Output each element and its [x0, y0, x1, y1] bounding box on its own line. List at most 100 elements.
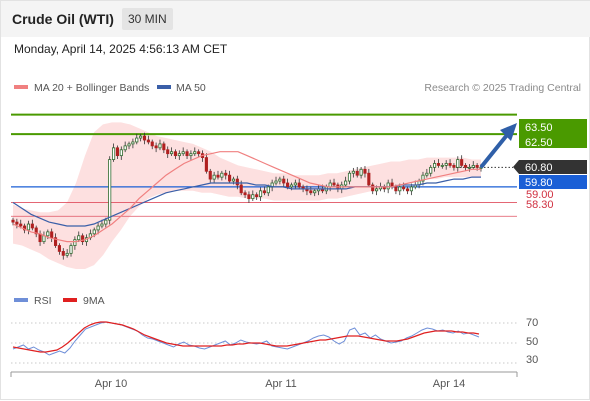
candle-body	[351, 170, 355, 174]
r2-label: 63.50	[525, 122, 553, 134]
candle-body	[34, 227, 38, 235]
candle-body	[367, 172, 371, 186]
ma20-line	[12, 151, 481, 243]
candle-body	[293, 182, 297, 186]
candle-body	[15, 221, 19, 225]
candle-body	[363, 168, 367, 174]
candle-body	[394, 186, 398, 192]
bollinger-band-area	[13, 122, 481, 270]
candle-body	[266, 186, 270, 194]
candle-body	[46, 231, 50, 237]
candle-body	[170, 151, 174, 155]
candle-body	[53, 237, 58, 246]
candle-body	[409, 186, 413, 192]
candle-body	[104, 219, 108, 225]
candle-body	[347, 172, 352, 182]
candle-body	[139, 135, 143, 139]
candle-body	[255, 194, 259, 198]
candle-body	[220, 172, 224, 178]
pivot-label-box	[519, 175, 587, 189]
candle-body	[154, 145, 158, 149]
candle-body	[436, 163, 441, 166]
credit-text: Research © 2025 Trading Central	[424, 82, 581, 94]
candle-body	[173, 151, 178, 157]
candle-body	[405, 188, 410, 192]
candle-body	[115, 147, 119, 157]
candle-body	[282, 178, 286, 184]
candle-body	[278, 178, 282, 182]
candle-body	[258, 190, 263, 198]
header-bar: Crude Oil (WTI) 30 MIN	[1, 1, 590, 37]
candle-body	[181, 151, 185, 155]
candle-body	[452, 165, 456, 168]
current-label-box	[519, 160, 587, 174]
candle-body	[123, 145, 127, 151]
candle-body	[81, 235, 85, 243]
candle-body	[421, 174, 425, 182]
candle-body	[216, 174, 220, 178]
candle-body	[150, 141, 154, 147]
candle-body	[243, 192, 247, 196]
candle-body	[73, 239, 77, 246]
candle-body	[371, 184, 375, 192]
candle-body	[297, 182, 301, 188]
candle-body	[429, 166, 433, 174]
candle-body	[108, 159, 112, 221]
candle-body	[119, 149, 123, 157]
candle-body	[386, 182, 390, 190]
candle-body	[42, 235, 46, 243]
rsi-legend-swatch	[14, 298, 28, 302]
candle-body	[185, 151, 189, 157]
ma50-legend-swatch	[157, 85, 171, 89]
ma9-legend-label: 9MA	[83, 295, 105, 307]
r1-label: 62.50	[525, 137, 553, 149]
candle-body	[262, 190, 266, 194]
candle-body	[193, 151, 197, 155]
s2-label: 58.30	[526, 199, 554, 211]
ma20-legend-swatch	[14, 85, 28, 89]
candle-body	[247, 194, 251, 200]
candle-body	[92, 229, 96, 235]
rsi-legend-label: RSI	[34, 295, 52, 307]
candle-body	[131, 141, 135, 145]
pivot-label: 59.80	[525, 177, 553, 189]
candle-body	[274, 180, 278, 184]
candle-body	[96, 225, 100, 231]
candle-body	[375, 188, 379, 192]
candle-body	[444, 163, 448, 166]
candle-body	[228, 174, 232, 182]
candle-body	[166, 149, 170, 155]
candle-body	[135, 137, 139, 143]
rsi-ma9-line	[12, 321, 480, 353]
candle-body	[177, 153, 181, 157]
candle-body	[127, 143, 131, 147]
level-lines	[11, 113, 517, 217]
moving-averages	[12, 151, 481, 243]
current-label-pointer	[513, 160, 519, 174]
candle-body	[158, 143, 162, 149]
candle-body	[448, 163, 452, 166]
x-tick-apr10: Apr 10	[95, 378, 127, 390]
candle-body	[359, 168, 363, 176]
candle-body	[402, 186, 406, 190]
x-tick-apr11: Apr 11	[265, 378, 297, 390]
candle-body	[475, 165, 479, 168]
instrument-title: Crude Oil (WTI)	[12, 11, 114, 27]
candle-body	[30, 223, 34, 229]
candle-body	[142, 135, 147, 141]
candle-body	[235, 178, 239, 186]
candle-body	[23, 225, 27, 231]
ma20-legend-label: MA 20 + Bollinger Bands	[34, 82, 149, 94]
candle-body	[100, 223, 104, 227]
candle-body	[344, 180, 348, 186]
candle-body	[112, 147, 116, 160]
current-price-label: 60.80	[525, 162, 553, 174]
ma50-line	[12, 176, 481, 227]
rsi-tick-50: 50	[526, 336, 538, 348]
candle-body	[38, 233, 42, 243]
candle-body	[146, 139, 150, 143]
candle-body	[355, 170, 359, 176]
timeframe-button[interactable]: 30 MIN	[122, 8, 173, 30]
candle-body	[471, 165, 475, 168]
